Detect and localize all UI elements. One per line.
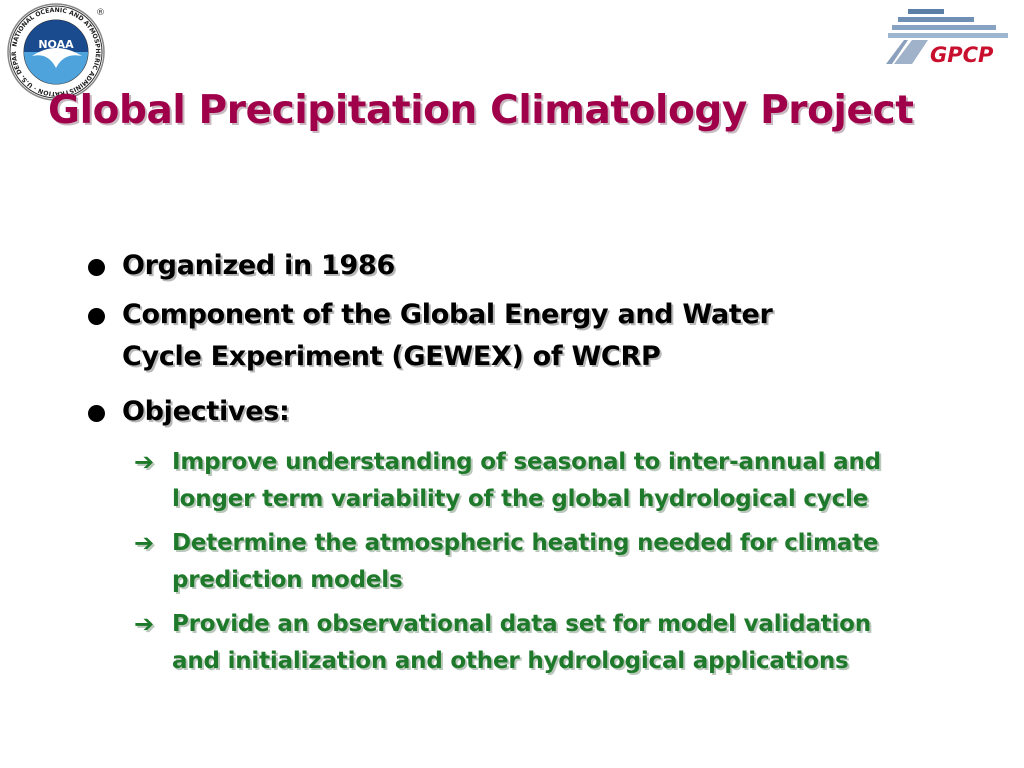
bullet-dot-icon bbox=[88, 405, 105, 422]
objective-line-2: longer term variability of the global hy… bbox=[172, 486, 869, 512]
arrow-right-icon: ➔ bbox=[134, 610, 154, 638]
bullet-text: Organized in 1986 bbox=[122, 250, 395, 281]
bullet-component: Component of the Global Energy and Water… bbox=[88, 294, 888, 378]
objective-line-1: Improve understanding of seasonal to int… bbox=[172, 449, 881, 475]
objective-line-2: and initialization and other hydrologica… bbox=[172, 648, 849, 674]
slide-title: Global Precipitation Climatology Project bbox=[48, 88, 914, 133]
bullet-dot-icon bbox=[88, 259, 105, 276]
objective-item: ➔ Determine the atmospheric heating need… bbox=[134, 525, 984, 599]
gpcp-logo: GPCP bbox=[886, 9, 1008, 67]
objective-line-1: Provide an observational data set for mo… bbox=[172, 611, 871, 637]
bullet-objectives: Objectives: bbox=[88, 391, 888, 433]
gpcp-wordmark: GPCP bbox=[930, 43, 994, 67]
bullet-organized: Organized in 1986 bbox=[88, 245, 888, 287]
objective-item: ➔ Provide an observational data set for … bbox=[134, 606, 984, 680]
noaa-logo: NATIONAL OCEANIC AND ATMOSPHERIC ADMINIS… bbox=[4, 2, 105, 101]
bullet-text-line-2: Cycle Experiment (GEWEX) of WCRP bbox=[122, 341, 661, 372]
arrow-right-icon: ➔ bbox=[134, 448, 154, 476]
bullet-text: Objectives: bbox=[122, 396, 290, 427]
objective-line-2: prediction models bbox=[172, 567, 403, 593]
registered-mark: ® bbox=[96, 8, 105, 18]
objective-item: ➔ Improve understanding of seasonal to i… bbox=[134, 444, 984, 518]
noaa-wordmark: NOAA bbox=[38, 38, 74, 51]
bullet-dot-icon bbox=[88, 308, 105, 325]
arrow-right-icon: ➔ bbox=[134, 529, 154, 557]
bullet-text-line-1: Component of the Global Energy and Water bbox=[122, 299, 773, 330]
objective-line-1: Determine the atmospheric heating needed… bbox=[172, 530, 879, 556]
